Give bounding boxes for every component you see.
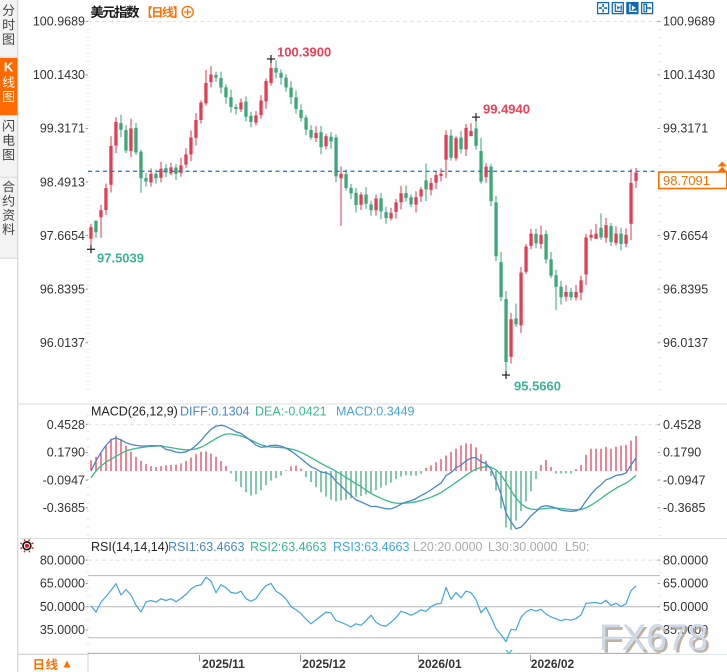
svg-text:65.0000: 65.0000 <box>40 577 85 591</box>
svg-text:95.5660: 95.5660 <box>514 379 561 394</box>
svg-text:100.9689: 100.9689 <box>663 15 715 29</box>
svg-text:100.9689: 100.9689 <box>33 15 85 29</box>
svg-text:80.0000: 80.0000 <box>663 553 708 567</box>
svg-text:-0.0947: -0.0947 <box>663 473 705 487</box>
svg-text:35.0000: 35.0000 <box>663 623 708 637</box>
svg-text:80.0000: 80.0000 <box>40 553 85 567</box>
svg-text:65.0000: 65.0000 <box>663 577 708 591</box>
svg-text:99.4940: 99.4940 <box>483 102 530 117</box>
svg-text:99.3171: 99.3171 <box>40 122 85 136</box>
svg-text:96.8395: 96.8395 <box>40 282 85 296</box>
svg-text:DIFF:0.1304: DIFF:0.1304 <box>180 405 250 419</box>
svg-text:RSI2:63.4663: RSI2:63.4663 <box>250 540 326 554</box>
svg-text:35.0000: 35.0000 <box>40 623 85 637</box>
svg-text:50.0000: 50.0000 <box>663 600 708 614</box>
svg-text:98.4913: 98.4913 <box>40 175 85 189</box>
svg-text:2025/11: 2025/11 <box>202 657 245 671</box>
svg-text:RSI3:63.4663: RSI3:63.4663 <box>333 540 409 554</box>
svg-text:-0.0947: -0.0947 <box>43 473 85 487</box>
svg-text:97.6654: 97.6654 <box>663 229 708 243</box>
svg-text:100.3900: 100.3900 <box>277 44 331 59</box>
svg-text:96.0137: 96.0137 <box>40 336 85 350</box>
svg-text:0.1790: 0.1790 <box>47 446 85 460</box>
svg-text:FX678: FX678 <box>599 617 708 658</box>
svg-text:RSI1:63.4663: RSI1:63.4663 <box>168 540 244 554</box>
svg-text:K: K <box>4 60 14 75</box>
svg-text:96.0137: 96.0137 <box>663 336 708 350</box>
svg-text:L30:30.0000: L30:30.0000 <box>488 540 558 554</box>
svg-text:2025/12: 2025/12 <box>302 657 346 671</box>
svg-text:0.4528: 0.4528 <box>47 418 85 432</box>
svg-text:50.0000: 50.0000 <box>40 600 85 614</box>
svg-text:MACD:0.3449: MACD:0.3449 <box>336 405 415 419</box>
svg-text:-0.3685: -0.3685 <box>663 501 705 515</box>
svg-text:MACD(26,12,9): MACD(26,12,9) <box>91 405 178 419</box>
svg-text:DEA:-0.0421: DEA:-0.0421 <box>255 405 327 419</box>
svg-text:0.1790: 0.1790 <box>663 446 701 460</box>
svg-text:L50:: L50: <box>565 540 589 554</box>
svg-text:97.5039: 97.5039 <box>97 250 144 265</box>
svg-text:RSI(14,14,14): RSI(14,14,14) <box>91 540 169 554</box>
svg-text:FX678: FX678 <box>602 620 711 661</box>
svg-text:2026/02: 2026/02 <box>531 657 575 671</box>
svg-text:99.3171: 99.3171 <box>663 122 708 136</box>
svg-text:97.6654: 97.6654 <box>40 229 85 243</box>
svg-text:100.1430: 100.1430 <box>33 68 85 82</box>
svg-text:2026/01: 2026/01 <box>418 657 462 671</box>
svg-text:98.7091: 98.7091 <box>663 173 710 188</box>
svg-text:-0.3685: -0.3685 <box>43 501 85 515</box>
svg-text:100.1430: 100.1430 <box>663 68 715 82</box>
svg-text:96.8395: 96.8395 <box>663 282 708 296</box>
svg-text:L20:20.0000: L20:20.0000 <box>413 540 483 554</box>
svg-text:0.4528: 0.4528 <box>663 418 701 432</box>
